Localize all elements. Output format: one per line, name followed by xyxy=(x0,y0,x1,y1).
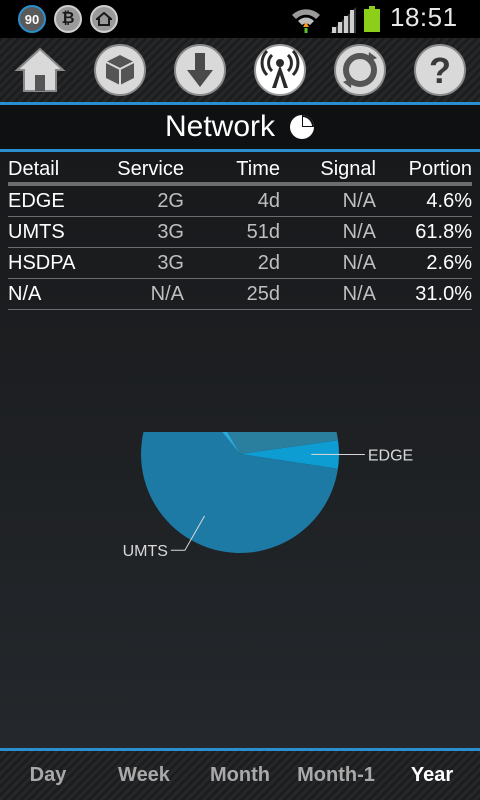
home-button[interactable] xyxy=(13,43,67,97)
tab-month[interactable]: Month xyxy=(210,764,270,786)
period-tab-bar: Day Week Month Month-1 Year xyxy=(0,751,480,800)
table-row: EDGE 2G 4d N/A 4.6% xyxy=(8,184,472,217)
wifi-icon xyxy=(292,9,320,33)
cell-signal: N/A xyxy=(280,247,376,279)
cell-service: N/A xyxy=(104,278,184,310)
tab-year[interactable]: Year xyxy=(410,764,454,786)
cell-detail: UMTS xyxy=(8,216,104,248)
download-icon xyxy=(174,44,226,96)
cell-time: 4d xyxy=(184,184,280,217)
cell-signal: N/A xyxy=(280,184,376,217)
network-button[interactable] xyxy=(253,43,307,97)
refresh-button[interactable] xyxy=(333,43,387,97)
pie-chart-icon[interactable] xyxy=(289,114,315,140)
status-bar: 90 ₿ 18:51 xyxy=(0,0,480,38)
column-header-time: Time xyxy=(184,156,280,186)
network-pie-chart: EDGEUMTSHSDPAN/A xyxy=(123,432,413,560)
column-header-signal: Signal xyxy=(280,156,376,186)
bitcoin-icon: ₿ xyxy=(54,5,82,33)
signal-strength-icon xyxy=(330,7,356,33)
bottom-divider xyxy=(0,748,480,751)
tab-day[interactable]: Day xyxy=(29,764,67,786)
cell-portion: 2.6% xyxy=(376,247,472,279)
help-button[interactable]: ? xyxy=(413,43,467,97)
toolbar-divider xyxy=(0,102,480,105)
home-notification-icon xyxy=(90,5,118,33)
cell-time: 51d xyxy=(184,216,280,248)
cell-signal: N/A xyxy=(280,278,376,310)
cell-portion: 61.8% xyxy=(376,216,472,248)
cell-service: 3G xyxy=(104,216,184,248)
cell-time: 2d xyxy=(184,247,280,279)
cell-time: 25d xyxy=(184,278,280,310)
cell-detail: EDGE xyxy=(8,184,104,217)
download-button[interactable] xyxy=(173,43,227,97)
toolbar: ? xyxy=(0,38,480,102)
cell-detail: N/A xyxy=(8,278,104,310)
table-row: N/A N/A 25d N/A 31.0% xyxy=(8,278,472,310)
pie-leader-line xyxy=(170,515,206,551)
network-usage-table: Detail Service Time Signal Portion EDGE … xyxy=(8,156,472,310)
table-row: UMTS 3G 51d N/A 61.8% xyxy=(8,216,472,248)
package-button[interactable] xyxy=(93,43,147,97)
cell-service: 3G xyxy=(104,247,184,279)
help-icon: ? xyxy=(414,44,466,96)
table-row: HSDPA 3G 2d N/A 2.6% xyxy=(8,247,472,279)
pie-slice-umts xyxy=(141,432,338,553)
tab-week[interactable]: Week xyxy=(118,764,170,786)
table-header-row: Detail Service Time Signal Portion xyxy=(8,156,472,186)
home-icon xyxy=(14,47,66,92)
clock: 18:51 xyxy=(390,2,458,32)
title-bar: Network xyxy=(0,105,480,149)
cell-detail: HSDPA xyxy=(8,247,104,279)
battery-icon xyxy=(364,6,380,32)
tab-month-minus-1[interactable]: Month-1 xyxy=(297,764,375,786)
cell-service: 2G xyxy=(104,184,184,217)
network-antenna-icon xyxy=(254,44,306,96)
cell-portion: 31.0% xyxy=(376,278,472,310)
title-divider xyxy=(0,149,480,152)
pie-slice-n-a xyxy=(227,432,339,454)
page-title: Network xyxy=(164,110,276,143)
refresh-icon xyxy=(334,44,386,96)
column-header-detail: Detail xyxy=(8,156,104,186)
pie-slice-edge xyxy=(240,440,340,469)
column-header-service: Service xyxy=(104,156,184,186)
pie-label: UMTS xyxy=(123,543,168,560)
package-icon xyxy=(94,44,146,96)
cell-portion: 4.6% xyxy=(376,184,472,217)
svg-text:?: ? xyxy=(429,50,451,91)
column-header-portion: Portion xyxy=(376,156,472,186)
cell-signal: N/A xyxy=(280,216,376,248)
main-content: Detail Service Time Signal Portion EDGE … xyxy=(0,152,480,748)
pie-label: EDGE xyxy=(368,448,413,465)
level-badge-icon: 90 xyxy=(18,5,46,33)
